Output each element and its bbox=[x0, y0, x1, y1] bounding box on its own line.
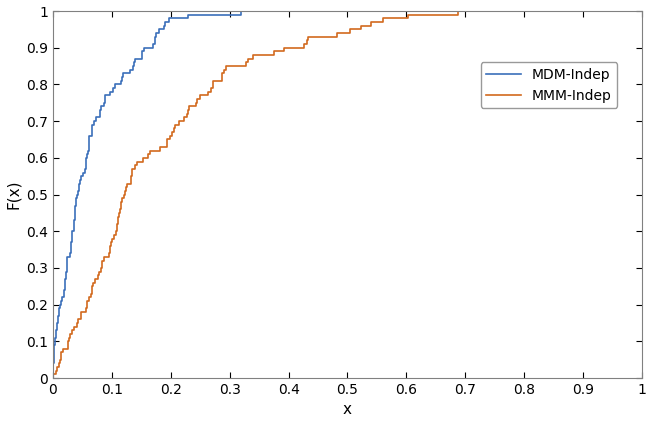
MDM-Indep bbox=[61, 284, 68, 289]
MMM-Indep bbox=[116, 207, 124, 212]
Y-axis label: F(x): F(x) bbox=[6, 180, 21, 209]
MMM-Indep bbox=[139, 155, 147, 160]
MDM-Indep bbox=[82, 155, 90, 160]
MMM-Indep bbox=[49, 376, 57, 381]
MDM-Indep bbox=[71, 207, 79, 212]
MDM-Indep bbox=[100, 100, 108, 105]
MDM-Indep bbox=[49, 376, 57, 381]
MDM-Indep bbox=[50, 350, 58, 355]
Line: MDM-Indep: MDM-Indep bbox=[53, 11, 241, 378]
MMM-Indep bbox=[175, 118, 183, 124]
X-axis label: x: x bbox=[343, 402, 352, 418]
Legend: MDM-Indep, MMM-Indep: MDM-Indep, MMM-Indep bbox=[481, 62, 617, 108]
Line: MMM-Indep: MMM-Indep bbox=[53, 11, 458, 378]
MMM-Indep bbox=[88, 284, 96, 289]
MDM-Indep bbox=[91, 118, 98, 124]
MMM-Indep bbox=[454, 8, 462, 14]
MDM-Indep bbox=[237, 8, 245, 14]
MMM-Indep bbox=[57, 350, 65, 355]
MMM-Indep bbox=[192, 100, 200, 105]
